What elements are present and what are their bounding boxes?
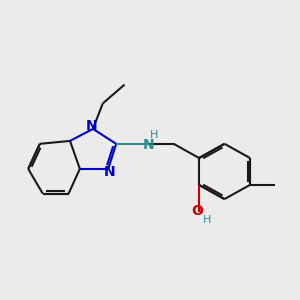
Text: N: N — [142, 137, 154, 152]
Text: H: H — [203, 215, 211, 225]
Text: O: O — [192, 204, 204, 218]
Text: H: H — [150, 130, 158, 140]
Text: N: N — [104, 165, 116, 179]
Text: N: N — [85, 119, 97, 134]
